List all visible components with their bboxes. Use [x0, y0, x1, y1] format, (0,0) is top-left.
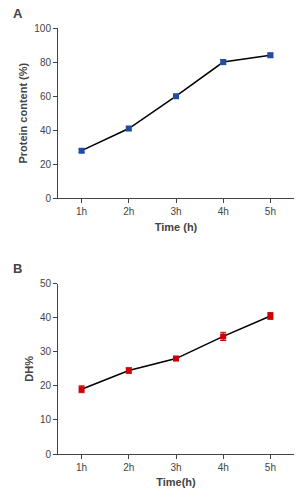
svg-text:3h: 3h: [170, 462, 181, 473]
svg-text:80: 80: [40, 57, 52, 68]
svg-text:0: 0: [45, 449, 51, 460]
svg-text:60: 60: [40, 91, 52, 102]
svg-text:10: 10: [40, 414, 52, 425]
svg-text:5h: 5h: [265, 462, 276, 473]
svg-text:100: 100: [34, 23, 51, 34]
svg-text:40: 40: [40, 125, 52, 136]
svg-text:40: 40: [40, 312, 52, 323]
svg-text:3h: 3h: [170, 206, 181, 217]
svg-text:A: A: [13, 6, 23, 21]
svg-text:Time (h): Time (h): [155, 221, 198, 233]
svg-text:Time(h): Time(h): [156, 476, 196, 488]
svg-text:30: 30: [40, 346, 52, 357]
svg-text:0: 0: [45, 193, 51, 204]
svg-text:1h: 1h: [76, 462, 87, 473]
svg-text:20: 20: [40, 380, 52, 391]
svg-text:B: B: [13, 261, 22, 276]
svg-text:20: 20: [40, 159, 52, 170]
svg-text:DH%: DH%: [23, 356, 35, 382]
svg-text:2h: 2h: [123, 462, 134, 473]
svg-text:2h: 2h: [123, 206, 134, 217]
svg-text:1h: 1h: [76, 206, 87, 217]
svg-text:Protein content (%): Protein content (%): [17, 62, 29, 163]
svg-text:4h: 4h: [218, 206, 229, 217]
svg-text:50: 50: [40, 278, 52, 289]
svg-text:4h: 4h: [218, 462, 229, 473]
svg-text:5h: 5h: [265, 206, 276, 217]
